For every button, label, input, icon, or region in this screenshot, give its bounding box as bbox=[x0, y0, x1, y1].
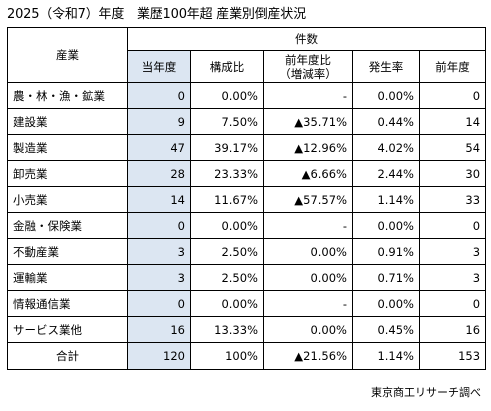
share-header: 構成比 bbox=[190, 50, 264, 83]
table-row: 小売業 14 11.67% ▲57.57% 1.14% 33 bbox=[7, 186, 487, 213]
yoy-header-line2: （増減率） bbox=[279, 66, 337, 81]
previous-year-cell: 3 bbox=[418, 238, 487, 265]
industry-cell: 製造業 bbox=[7, 134, 128, 161]
share-cell: 2.50% bbox=[190, 264, 264, 291]
rate-cell: 0.71% bbox=[352, 264, 420, 291]
current-year-header: 当年度 bbox=[127, 50, 191, 83]
yoy-cell: ▲57.57% bbox=[263, 186, 353, 213]
yoy-cell: - bbox=[263, 212, 353, 239]
current-year-cell: 3 bbox=[127, 264, 191, 291]
industry-bankruptcy-table: 産業 件数 当年度 構成比 前年度比 （増減率） 発生率 前年度 農・林・漁・鉱… bbox=[7, 27, 487, 370]
previous-year-cell: 0 bbox=[418, 212, 487, 239]
previous-year-cell: 33 bbox=[418, 186, 487, 213]
rate-cell: 0.45% bbox=[352, 316, 420, 343]
yoy-cell: - bbox=[263, 290, 353, 317]
current-year-cell: 3 bbox=[127, 238, 191, 265]
share-cell: 0.00% bbox=[190, 212, 264, 239]
rate-cell: 0.44% bbox=[352, 108, 420, 135]
yoy-cell: ▲35.71% bbox=[263, 108, 353, 135]
industry-cell: 建設業 bbox=[7, 108, 128, 135]
yoy-cell: 0.00% bbox=[263, 264, 353, 291]
table-row: 卸売業 28 23.33% ▲6.66% 2.44% 30 bbox=[7, 160, 487, 187]
yoy-cell: 0.00% bbox=[263, 238, 353, 265]
current-year-cell: 0 bbox=[127, 212, 191, 239]
previous-year-cell: 54 bbox=[418, 134, 487, 161]
yoy-header-line1: 前年度比 bbox=[285, 52, 331, 67]
total-share: 100% bbox=[190, 342, 264, 370]
industry-cell: 金融・保険業 bbox=[7, 212, 128, 239]
total-yoy: ▲21.56% bbox=[263, 342, 353, 370]
rate-cell: 0.00% bbox=[352, 212, 420, 239]
industry-cell: 小売業 bbox=[7, 186, 128, 213]
page-title: 2025（令和7）年度 業歴100年超 産業別倒産状況 bbox=[7, 7, 306, 22]
previous-year-cell: 16 bbox=[418, 316, 487, 343]
rate-cell: 0.00% bbox=[352, 82, 420, 109]
table-row: 建設業 9 7.50% ▲35.71% 0.44% 14 bbox=[7, 108, 487, 135]
industry-cell: 卸売業 bbox=[7, 160, 128, 187]
total-previous-year: 153 bbox=[418, 342, 487, 370]
rate-header: 発生率 bbox=[352, 50, 420, 83]
rate-cell: 2.44% bbox=[352, 160, 420, 187]
current-year-cell: 16 bbox=[127, 316, 191, 343]
industry-header: 産業 bbox=[7, 27, 128, 83]
previous-year-cell: 3 bbox=[418, 264, 487, 291]
current-year-cell: 0 bbox=[127, 290, 191, 317]
rate-cell: 0.00% bbox=[352, 290, 420, 317]
previous-year-cell: 0 bbox=[418, 82, 487, 109]
count-group-header: 件数 bbox=[126, 27, 487, 51]
total-label: 合計 bbox=[7, 342, 128, 370]
share-cell: 0.00% bbox=[190, 290, 264, 317]
total-current-year: 120 bbox=[127, 342, 191, 370]
table-row: 運輸業 3 2.50% 0.00% 0.71% 3 bbox=[7, 264, 487, 291]
share-cell: 39.17% bbox=[190, 134, 264, 161]
industry-cell: サービス業他 bbox=[7, 316, 128, 343]
current-year-cell: 47 bbox=[127, 134, 191, 161]
total-row: 合計 120 100% ▲21.56% 1.14% 153 bbox=[7, 342, 487, 370]
previous-year-cell: 30 bbox=[418, 160, 487, 187]
previous-year-header: 前年度 bbox=[418, 50, 487, 83]
share-cell: 23.33% bbox=[190, 160, 264, 187]
share-cell: 11.67% bbox=[190, 186, 264, 213]
industry-cell: 運輸業 bbox=[7, 264, 128, 291]
table-row: 農・林・漁・鉱業 0 0.00% - 0.00% 0 bbox=[7, 82, 487, 109]
table-row: 不動産業 3 2.50% 0.00% 0.91% 3 bbox=[7, 238, 487, 265]
previous-year-cell: 14 bbox=[418, 108, 487, 135]
yoy-cell: - bbox=[263, 82, 353, 109]
table-row: 製造業 47 39.17% ▲12.96% 4.02% 54 bbox=[7, 134, 487, 161]
current-year-cell: 9 bbox=[127, 108, 191, 135]
yoy-cell: ▲6.66% bbox=[263, 160, 353, 187]
rate-cell: 0.91% bbox=[352, 238, 420, 265]
yoy-cell: 0.00% bbox=[263, 316, 353, 343]
table-row: サービス業他 16 13.33% 0.00% 0.45% 16 bbox=[7, 316, 487, 343]
yoy-header: 前年度比 （増減率） bbox=[263, 50, 353, 83]
current-year-cell: 0 bbox=[127, 82, 191, 109]
source-note: 東京商工リサーチ調べ bbox=[371, 386, 481, 399]
yoy-cell: ▲12.96% bbox=[263, 134, 353, 161]
industry-cell: 農・林・漁・鉱業 bbox=[7, 82, 128, 109]
total-rate: 1.14% bbox=[352, 342, 420, 370]
table-row: 金融・保険業 0 0.00% - 0.00% 0 bbox=[7, 212, 487, 239]
share-cell: 7.50% bbox=[190, 108, 264, 135]
previous-year-cell: 0 bbox=[418, 290, 487, 317]
share-cell: 2.50% bbox=[190, 238, 264, 265]
share-cell: 0.00% bbox=[190, 82, 264, 109]
current-year-cell: 14 bbox=[127, 186, 191, 213]
share-cell: 13.33% bbox=[190, 316, 264, 343]
current-year-cell: 28 bbox=[127, 160, 191, 187]
industry-cell: 不動産業 bbox=[7, 238, 128, 265]
industry-cell: 情報通信業 bbox=[7, 290, 128, 317]
rate-cell: 4.02% bbox=[352, 134, 420, 161]
table-row: 情報通信業 0 0.00% - 0.00% 0 bbox=[7, 290, 487, 317]
rate-cell: 1.14% bbox=[352, 186, 420, 213]
